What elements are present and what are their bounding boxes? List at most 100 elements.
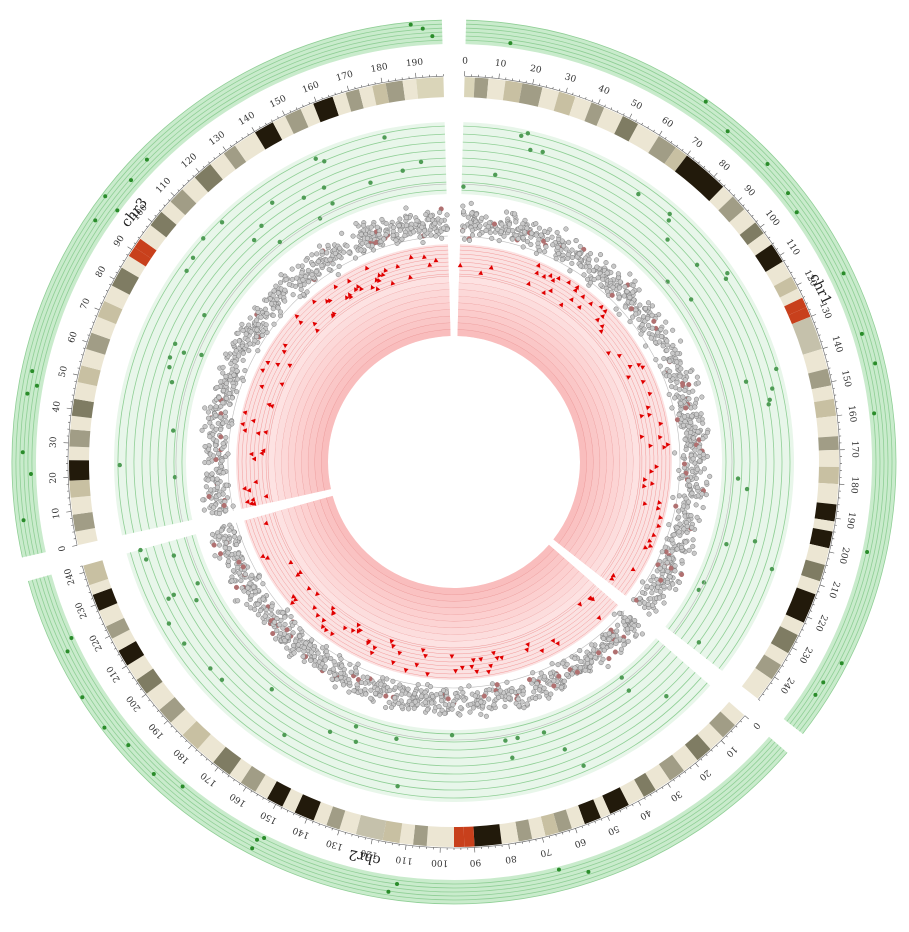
inner-point-chr3 — [418, 159, 424, 165]
scatter-point-chr3 — [414, 218, 420, 224]
tick-mark-chr1 — [498, 73, 500, 79]
scatter-point-chr1 — [468, 200, 474, 206]
scatter-point-chr2 — [235, 598, 241, 604]
tick-mark-chr3 — [218, 152, 221, 155]
triangle-point-chr3 — [383, 267, 389, 273]
inner-track-line-chr2 — [137, 550, 702, 791]
inner-point-chr3 — [201, 236, 206, 241]
triangle-point-chr1 — [568, 297, 574, 303]
scatter-point-chr2 — [221, 536, 227, 542]
scatter-point-chr1 — [636, 316, 642, 322]
tick-mark-chr3 — [109, 276, 115, 280]
scatter-point-chr2 — [556, 673, 562, 679]
scatter-point-chr1 — [697, 449, 703, 455]
inner-point-chr1 — [667, 211, 672, 217]
scatter-point-chr2 — [600, 656, 606, 662]
triangle-point-chr1 — [642, 483, 647, 489]
scatter-point-chr3 — [234, 376, 241, 382]
triangle-point-chr1 — [598, 329, 604, 334]
scatter-point-chr1 — [676, 493, 682, 499]
triangle-point-chr1 — [647, 391, 653, 397]
scatter-point-chr3 — [206, 460, 212, 466]
triangle-point-chr3 — [263, 493, 269, 499]
scatter-point-chr3 — [402, 233, 408, 239]
cytoband-chr2-46 — [98, 603, 124, 627]
scatter-point-chr3 — [298, 286, 304, 292]
core-ring-band-chr1 — [457, 322, 594, 548]
scatter-point-chr2 — [616, 610, 623, 616]
scatter-point-chr1 — [509, 236, 515, 242]
tick-mark-chr1 — [610, 107, 613, 110]
cytoband-chr1-7 — [569, 96, 592, 122]
scatter-point-chr1 — [639, 322, 645, 328]
triangle-point-chr1 — [658, 514, 664, 520]
scatter-point-chr3 — [300, 277, 306, 283]
scatter-point-chr1 — [696, 444, 702, 450]
scatter-point-chr3 — [314, 251, 320, 257]
tick-mark-chr3 — [127, 246, 132, 250]
scatter-guide-chr2 — [236, 522, 625, 689]
scatter-point-chr1 — [661, 583, 667, 590]
cytoband-chr1-38 — [809, 528, 833, 549]
triangle-point-chr3 — [287, 363, 293, 369]
scatter-point-chr2 — [377, 693, 383, 699]
inner-track-line-chr1 — [462, 165, 751, 645]
triangle-point-chr1 — [645, 405, 651, 411]
inner-point-chr3 — [301, 195, 307, 200]
triangle-point-chr2 — [474, 669, 480, 675]
scatter-point-chr1 — [466, 237, 473, 243]
tick-mark-chr2 — [730, 730, 733, 733]
inner-point-chr3 — [219, 220, 225, 225]
scatter-point-chr1 — [683, 539, 689, 545]
tick-mark-chr2 — [131, 677, 134, 679]
scatter-point-chr2 — [486, 704, 492, 711]
scatter-point-chr2 — [461, 697, 467, 703]
tick-label-chr2: 230 — [74, 600, 90, 620]
triangle-point-chr3 — [279, 382, 285, 387]
scatter-point-chr2 — [486, 687, 492, 693]
scatter-point-chr1 — [591, 276, 597, 283]
tick-mark-chr1 — [801, 629, 804, 631]
scatter-point-chr2 — [399, 704, 405, 710]
scatter-point-chr1 — [657, 565, 663, 571]
inner-track-line-chr1 — [462, 157, 759, 650]
tick-mark-chr1 — [783, 259, 786, 262]
tick-mark-chr2 — [188, 745, 192, 750]
inner-point-chr1 — [770, 386, 775, 391]
cytoband-chr1-11 — [628, 123, 659, 153]
tick-mark-chr2 — [161, 715, 164, 718]
inner-point-chr1 — [696, 587, 702, 593]
scatter-point-chr2 — [560, 660, 566, 666]
scatter-point-chr2 — [353, 668, 359, 674]
scatter-point-chr1 — [670, 342, 676, 349]
scatter-point-chr2 — [292, 619, 298, 626]
tick-mark-chr2 — [214, 767, 219, 772]
triangle-track-line-chr2 — [249, 518, 614, 675]
scatter-point-chr2 — [439, 707, 445, 713]
scatter-point-chr2 — [258, 607, 264, 614]
cytoband-chr2-34 — [229, 758, 252, 783]
tick-mark-chr1 — [703, 165, 706, 168]
core-ring-band-chr2 — [319, 497, 560, 602]
outer-point-chr2 — [69, 636, 74, 641]
inner-track-line-chr1 — [461, 189, 727, 630]
scatter-point-chr2 — [588, 653, 594, 659]
tick-mark-chr3 — [313, 96, 317, 102]
scatter-point-chr3 — [273, 283, 279, 289]
cytoband-chr3-3 — [69, 479, 91, 498]
tick-mark-chr3 — [81, 354, 84, 356]
cytoband-chr3-24 — [182, 177, 209, 204]
triangle-point-chr3 — [347, 278, 352, 284]
scatter-guide-chr2 — [185, 536, 664, 741]
scatter-point-chr2 — [561, 678, 568, 684]
scatter-point-chr1 — [609, 292, 615, 298]
scatter-point-chr2 — [411, 705, 417, 711]
cytoband-chr1-23 — [779, 288, 803, 307]
tick-label-chr1: 210 — [826, 580, 841, 600]
scatter-point-chr2 — [338, 656, 344, 662]
scatter-point-chr1 — [538, 232, 544, 238]
scatter-point-chr2 — [231, 529, 237, 535]
scatter-point-chr1 — [688, 419, 694, 425]
inner-point-chr2 — [282, 732, 287, 738]
scatter-point-chr2 — [625, 638, 631, 644]
